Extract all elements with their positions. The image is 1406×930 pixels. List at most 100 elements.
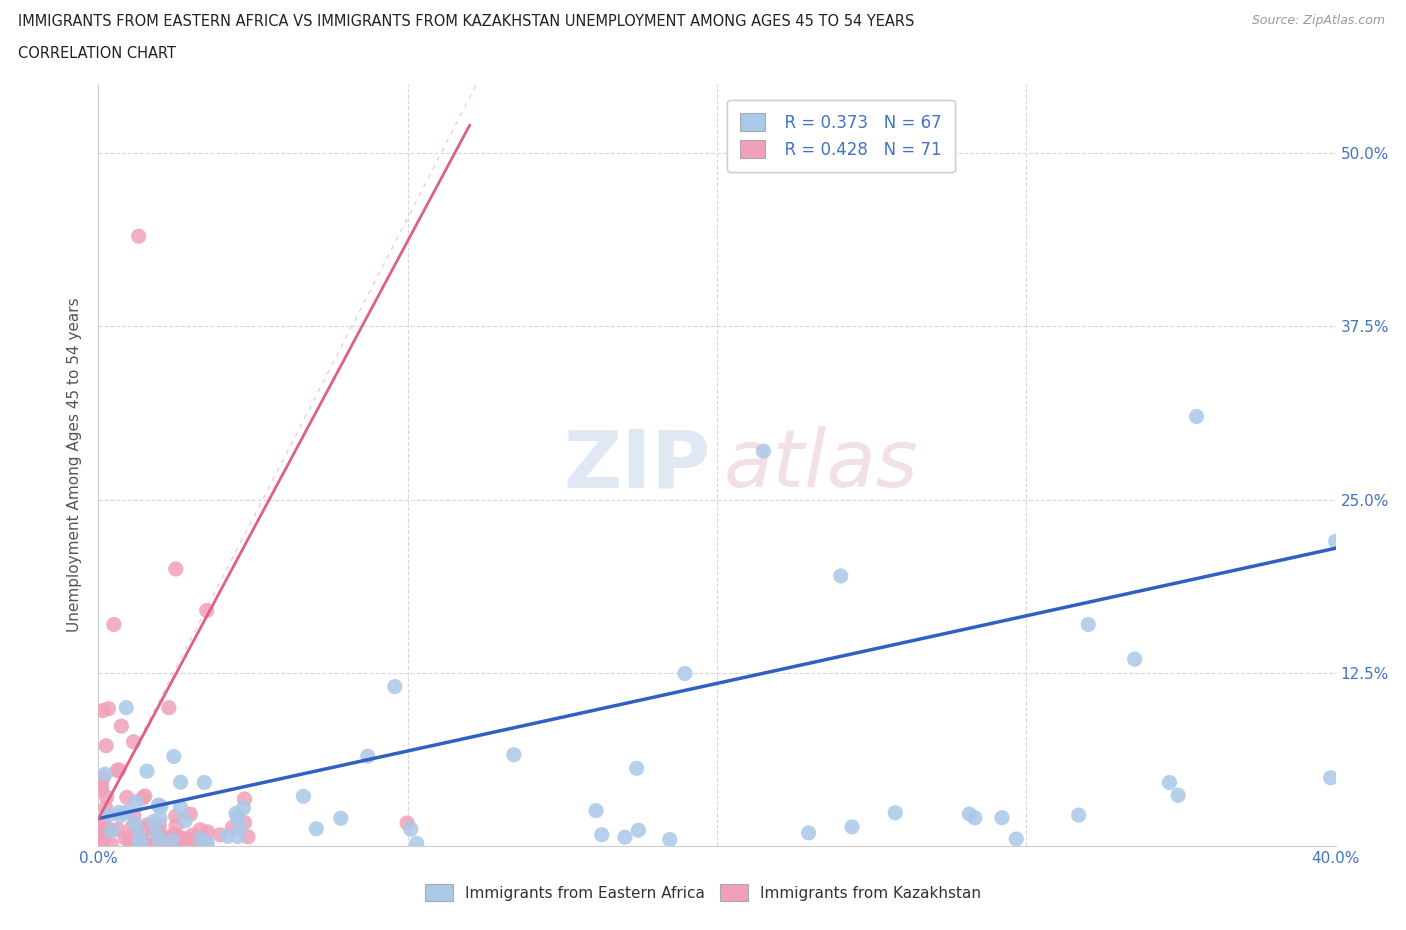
- Point: [110, 719, 132, 734]
- Point: [120, 830, 142, 845]
- Point: [236, 830, 259, 844]
- Point: [149, 825, 172, 840]
- Point: [135, 838, 157, 853]
- Point: [136, 838, 159, 853]
- Point: [153, 837, 176, 852]
- Point: [128, 826, 150, 841]
- Point: [673, 666, 696, 681]
- Point: [292, 789, 315, 804]
- Point: [165, 832, 187, 847]
- Point: [169, 775, 191, 790]
- Point: [128, 836, 150, 851]
- Point: [108, 804, 131, 819]
- Point: [122, 808, 145, 823]
- Point: [405, 836, 427, 851]
- Point: [132, 838, 155, 853]
- Point: [1123, 652, 1146, 667]
- Point: [163, 749, 186, 764]
- Point: [94, 820, 117, 835]
- Point: [114, 830, 136, 845]
- Point: [165, 818, 187, 833]
- Point: [183, 836, 205, 851]
- Legend:   R = 0.373   N = 67,   R = 0.428   N = 71: R = 0.373 N = 67, R = 0.428 N = 71: [727, 100, 955, 172]
- Y-axis label: Unemployment Among Ages 45 to 54 years: Unemployment Among Ages 45 to 54 years: [67, 298, 83, 632]
- Text: Source: ZipAtlas.com: Source: ZipAtlas.com: [1251, 14, 1385, 27]
- Point: [91, 826, 114, 841]
- Point: [585, 804, 607, 818]
- Point: [226, 809, 249, 824]
- Point: [122, 735, 145, 750]
- Point: [131, 825, 153, 840]
- Point: [957, 806, 980, 821]
- Point: [357, 749, 380, 764]
- Point: [165, 809, 187, 824]
- Point: [163, 827, 186, 842]
- Point: [156, 832, 179, 847]
- Point: [148, 833, 170, 848]
- Text: ZIP: ZIP: [564, 426, 711, 504]
- Point: [591, 828, 613, 843]
- Point: [180, 832, 202, 847]
- Point: [1159, 775, 1181, 790]
- Point: [148, 817, 170, 832]
- Point: [502, 748, 524, 763]
- Point: [991, 810, 1014, 825]
- Point: [627, 823, 650, 838]
- Point: [103, 617, 125, 631]
- Point: [90, 830, 112, 845]
- Point: [97, 701, 120, 716]
- Point: [172, 830, 194, 845]
- Point: [105, 763, 128, 777]
- Point: [90, 782, 112, 797]
- Point: [225, 806, 247, 821]
- Point: [195, 836, 218, 851]
- Point: [179, 806, 201, 821]
- Point: [963, 810, 986, 825]
- Point: [93, 817, 115, 831]
- Point: [226, 830, 249, 844]
- Point: [100, 823, 122, 838]
- Point: [107, 763, 129, 777]
- Point: [613, 830, 636, 844]
- Point: [146, 825, 169, 840]
- Point: [125, 794, 148, 809]
- Point: [131, 790, 153, 805]
- Point: [134, 821, 156, 836]
- Point: [221, 820, 243, 835]
- Point: [841, 819, 863, 834]
- Point: [209, 828, 232, 843]
- Point: [136, 764, 159, 778]
- Point: [149, 799, 172, 814]
- Point: [91, 703, 114, 718]
- Point: [167, 830, 190, 845]
- Point: [93, 770, 115, 785]
- Point: [134, 823, 156, 838]
- Point: [193, 775, 215, 790]
- Point: [94, 738, 117, 753]
- Point: [752, 444, 775, 458]
- Point: [830, 568, 852, 583]
- Point: [188, 822, 211, 837]
- Point: [115, 700, 138, 715]
- Point: [136, 817, 159, 832]
- Point: [1077, 617, 1099, 631]
- Point: [232, 801, 254, 816]
- Point: [90, 831, 112, 846]
- Point: [96, 790, 118, 804]
- Point: [134, 789, 156, 804]
- Point: [195, 836, 218, 851]
- Point: [181, 828, 204, 843]
- Point: [163, 828, 186, 843]
- Point: [148, 798, 170, 813]
- Point: [107, 822, 129, 837]
- Text: atlas: atlas: [723, 426, 918, 504]
- Point: [149, 811, 172, 826]
- Point: [174, 814, 197, 829]
- Point: [91, 838, 114, 853]
- Point: [1167, 788, 1189, 803]
- Point: [658, 832, 681, 847]
- Point: [217, 829, 239, 844]
- Point: [1005, 831, 1028, 846]
- Point: [115, 804, 138, 819]
- Point: [94, 801, 117, 816]
